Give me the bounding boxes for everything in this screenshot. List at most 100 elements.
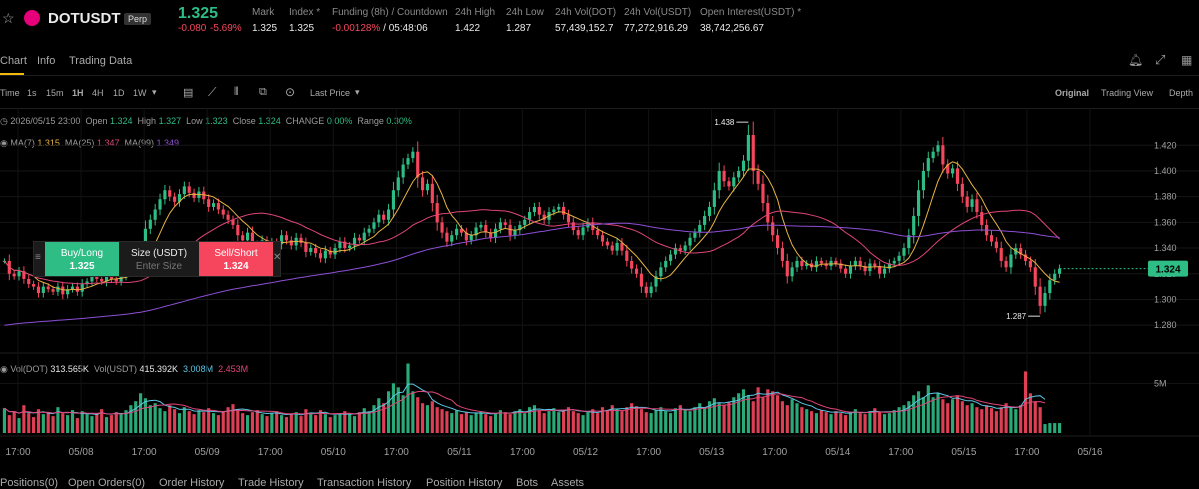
- vol-eye-icon[interactable]: ◉: [0, 364, 11, 374]
- drag-handle-icon[interactable]: ≡: [35, 252, 41, 263]
- volume-bar: [489, 416, 493, 433]
- candle-body: [571, 222, 575, 231]
- legend-date: 2026/05/15 23:00: [10, 116, 81, 126]
- candle-body: [902, 248, 906, 256]
- candle-body: [707, 206, 712, 216]
- legend-range-label: Range: [357, 116, 384, 126]
- time-tick-label: 05/10: [321, 447, 346, 458]
- candle-body: [698, 224, 702, 233]
- volume-bar: [173, 409, 177, 433]
- candle-body: [790, 267, 794, 277]
- view-depth[interactable]: Depth: [1169, 88, 1194, 98]
- tab-trading-data[interactable]: Trading Data: [69, 55, 133, 67]
- volume-bar: [980, 409, 984, 433]
- interval-15m[interactable]: 15m: [46, 88, 64, 98]
- candle-body: [12, 273, 16, 277]
- candle-body: [727, 181, 731, 187]
- size-input-group[interactable]: Size (USDT) Enter Size: [119, 242, 199, 276]
- view-tradingview[interactable]: Trading View: [1101, 88, 1154, 98]
- volume-bar: [542, 413, 546, 433]
- tab-info[interactable]: Info: [37, 55, 56, 67]
- layout-icon[interactable]: ▦: [1181, 53, 1193, 67]
- ma7-value: 1.315: [37, 138, 60, 148]
- volume-bar: [853, 409, 857, 433]
- price-type-chevron-icon[interactable]: ▾: [355, 87, 360, 97]
- volume-bar: [163, 411, 167, 433]
- volume-bar: [771, 391, 775, 433]
- tab-assets[interactable]: Assets: [551, 477, 585, 489]
- symbol-name[interactable]: DOTUSDT: [48, 10, 121, 27]
- price-chart[interactable]: 1.4201.4001.3801.3601.3401.3201.3001.280…: [0, 108, 1199, 473]
- interval-4h[interactable]: 4H: [92, 88, 104, 98]
- candle-style-icon[interactable]: ⫴: [234, 86, 239, 98]
- size-input[interactable]: Enter Size: [135, 261, 183, 272]
- tab-transaction-history[interactable]: Transaction History: [317, 477, 412, 489]
- ma99-label: MA(99): [124, 138, 155, 148]
- buy-price: 1.325: [69, 261, 95, 272]
- interval-1s[interactable]: 1s: [27, 88, 37, 98]
- tab-positions[interactable]: Positions(0): [0, 477, 59, 489]
- candle-body: [926, 158, 930, 171]
- volume-bar: [1009, 407, 1013, 433]
- price-type-select[interactable]: Last Price: [310, 88, 351, 98]
- stat-high-value: 1.422: [455, 23, 481, 34]
- calendar-icon[interactable]: ▤: [183, 87, 194, 99]
- volume-bar: [693, 407, 697, 433]
- candle-body: [566, 214, 571, 223]
- candles: [2, 121, 1062, 315]
- volume-bar: [464, 412, 468, 433]
- interval-1w[interactable]: 1W: [133, 88, 147, 98]
- candle-body: [416, 151, 420, 178]
- stat-oi-value: 38,742,256.67: [700, 23, 764, 34]
- volume-bar: [90, 416, 94, 433]
- interval-1h[interactable]: 1H: [72, 88, 84, 98]
- price-tick-label: 1.340: [1154, 243, 1177, 253]
- tab-position-history[interactable]: Position History: [426, 477, 503, 489]
- view-original[interactable]: Original: [1055, 88, 1090, 98]
- candle-body: [814, 260, 819, 268]
- volume-bar: [391, 383, 396, 433]
- volume-bar: [299, 416, 303, 433]
- candle-body: [761, 183, 765, 204]
- volume-bar: [688, 411, 692, 433]
- vol-ma1-value: 3.008M: [183, 364, 214, 374]
- tab-trade-history[interactable]: Trade History: [238, 477, 304, 489]
- tab-chart[interactable]: Chart: [0, 55, 27, 67]
- time-tick-label: 05/13: [699, 447, 724, 458]
- volume-bar: [221, 411, 225, 433]
- star-icon[interactable]: ☆: [2, 10, 15, 26]
- chevron-down-icon[interactable]: ▾: [152, 87, 157, 97]
- volume-bar: [1038, 407, 1042, 433]
- expand-icon[interactable]: ⤢: [1155, 52, 1166, 67]
- buy-long-button[interactable]: Buy/Long 1.325: [45, 242, 119, 276]
- sell-short-button[interactable]: Sell/Short 1.324: [199, 242, 273, 276]
- ma-legend: ◉ MA(7) 1.315 MA(25) 1.347 MA(99) 1.349: [0, 138, 179, 149]
- stat-mark-value: 1.325: [252, 23, 278, 34]
- candle-body: [562, 206, 566, 215]
- volume-bar: [712, 398, 716, 433]
- interval-time[interactable]: Time: [0, 88, 20, 98]
- tab-bots[interactable]: Bots: [516, 477, 539, 489]
- tab-order-history[interactable]: Order History: [159, 477, 225, 489]
- volume-bar: [367, 411, 371, 433]
- indicator-icon[interactable]: ⟋: [208, 85, 217, 99]
- template-icon[interactable]: ⧉: [259, 86, 267, 98]
- close-icon[interactable]: ✕: [273, 252, 282, 263]
- volume-bar: [66, 415, 70, 433]
- settings-icon[interactable]: ⊙: [285, 85, 296, 99]
- volume-bar: [596, 413, 600, 433]
- candle-body: [304, 242, 308, 252]
- interval-1d[interactable]: 1D: [113, 88, 125, 98]
- volume-bar: [406, 363, 410, 433]
- bell-icon[interactable]: 🔔︎: [1128, 53, 1144, 67]
- volume-bar: [625, 407, 629, 433]
- legend-eye-icon[interactable]: ◉: [0, 138, 11, 148]
- low-annotation: 1.287: [1006, 312, 1027, 321]
- volume-bar: [17, 418, 21, 433]
- candle-body: [231, 219, 235, 225]
- tab-open-orders[interactable]: Open Orders(0): [68, 477, 146, 489]
- volume-bar: [654, 410, 658, 433]
- volume-bar: [775, 395, 780, 433]
- candle-body: [70, 286, 75, 290]
- volume-bar: [683, 409, 687, 433]
